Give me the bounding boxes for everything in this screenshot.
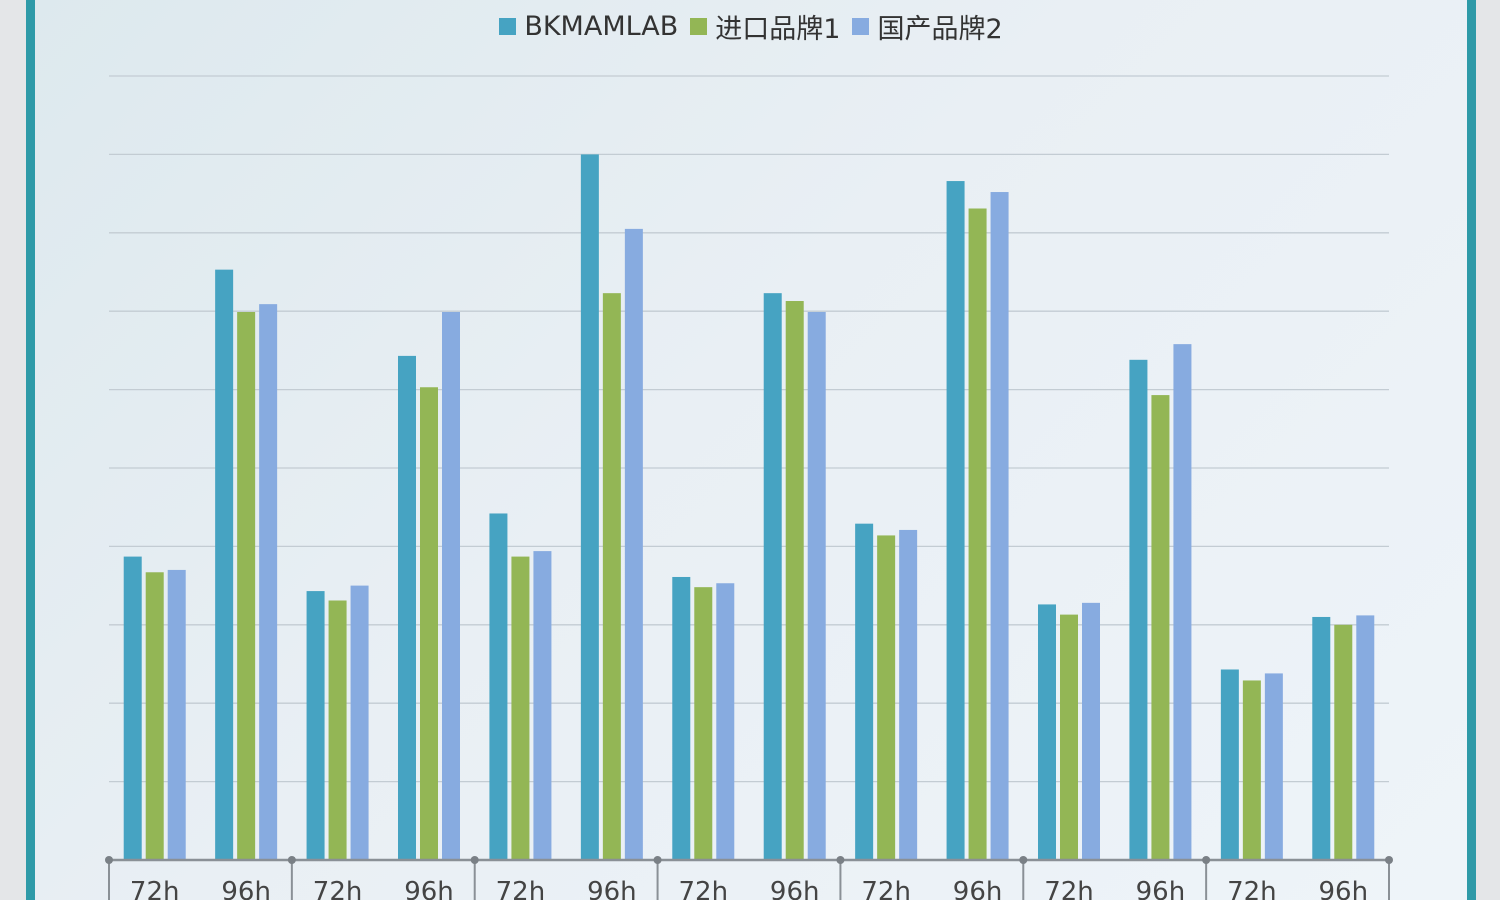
x-tick-label: 72h <box>1227 877 1277 900</box>
bar-0-5[interactable] <box>580 154 599 860</box>
bar-2-9[interactable] <box>990 192 1009 861</box>
legend-item-domestic-brand-2[interactable]: 国产品牌2 <box>852 7 1003 46</box>
x-tick-label: 72h <box>1044 877 1094 900</box>
axis-dot <box>1019 856 1028 864</box>
bar-0-13[interactable] <box>1312 616 1331 860</box>
legend-item-import-brand-1[interactable]: 进口品牌1 <box>690 7 840 46</box>
bar-1-7[interactable] <box>785 301 804 860</box>
bar-marks <box>123 154 1375 861</box>
legend-swatch-bkmamlab <box>499 17 517 35</box>
bar-0-11[interactable] <box>1129 359 1148 860</box>
bar-2-12[interactable] <box>1264 673 1283 860</box>
bar-0-12[interactable] <box>1220 669 1239 860</box>
x-tick-labels: 72h 96h 72h 96h 72h 96h 72h 96h 72h 96h 72h 96h 72h 9… <box>130 877 1368 900</box>
x-tick-label: 96h <box>953 877 1003 900</box>
bar-0-9[interactable] <box>946 181 965 860</box>
bar-2-4[interactable] <box>533 551 552 860</box>
x-tick-label: 72h <box>496 877 546 900</box>
legend-swatch-import-brand-1 <box>690 17 708 35</box>
axis-dot <box>653 856 662 864</box>
legend-swatch-domestic-brand-2 <box>852 17 870 35</box>
bar-1-4[interactable] <box>511 556 530 860</box>
bar-1-11[interactable] <box>1151 395 1170 860</box>
bar-2-11[interactable] <box>1173 344 1192 860</box>
bar-1-9[interactable] <box>968 208 987 861</box>
chart-legend: BKMAMLAB 进口品牌1 国产品牌2 <box>35 7 1467 46</box>
bar-0-7[interactable] <box>763 293 782 861</box>
axis-dot <box>836 856 845 864</box>
bar-1-8[interactable] <box>877 535 896 860</box>
bar-0-0[interactable] <box>123 556 142 860</box>
x-tick-label: 96h <box>221 877 271 900</box>
x-tick-label: 96h <box>1319 877 1369 900</box>
bar-0-8[interactable] <box>855 523 874 860</box>
x-tick-label: 96h <box>587 877 637 900</box>
bar-1-10[interactable] <box>1060 614 1078 860</box>
bar-2-10[interactable] <box>1082 602 1100 860</box>
bar-2-13[interactable] <box>1356 615 1375 860</box>
bar-2-6[interactable] <box>716 583 735 860</box>
bar-0-2[interactable] <box>306 591 325 860</box>
axis-dot <box>105 856 113 864</box>
legend-label-domestic-brand-2: 国产品牌2 <box>877 13 1003 45</box>
bar-1-3[interactable] <box>420 387 438 860</box>
legend-label-bkmamlab: BKMAMLAB <box>524 10 679 42</box>
x-tick-label: 72h <box>679 877 729 900</box>
x-tick-label: 96h <box>404 877 454 900</box>
x-tick-label: 72h <box>861 877 911 900</box>
chart-frame: BKMAMLAB 进口品牌1 国产品牌2 72h 96h 72h 96h 72h 96h 7… <box>26 0 1476 900</box>
bar-1-1[interactable] <box>237 311 256 860</box>
x-tick-label: 96h <box>770 877 820 900</box>
bar-2-2[interactable] <box>350 585 369 860</box>
bar-1-0[interactable] <box>145 572 164 860</box>
bar-2-5[interactable] <box>624 228 643 860</box>
bar-1-5[interactable] <box>602 293 621 861</box>
legend-item-bkmamlab[interactable]: BKMAMLAB <box>499 11 678 42</box>
axis-dot <box>470 856 479 864</box>
gridlines <box>109 75 1389 783</box>
bar-1-6[interactable] <box>694 587 713 860</box>
bar-chart: 72h 96h 72h 96h 72h 96h 72h 96h 72h 96h 72h 96h 72h 9… <box>105 75 1393 900</box>
bar-0-10[interactable] <box>1038 604 1056 860</box>
bar-1-2[interactable] <box>328 600 347 860</box>
axis-dot <box>287 856 296 864</box>
bar-2-7[interactable] <box>807 311 826 860</box>
bar-1-12[interactable] <box>1242 680 1261 860</box>
bar-1-13[interactable] <box>1334 624 1353 860</box>
bar-0-4[interactable] <box>489 513 508 860</box>
x-tick-label: 72h <box>130 877 180 900</box>
x-tick-label: 72h <box>313 877 363 900</box>
bar-0-3[interactable] <box>398 355 416 860</box>
axis-dot <box>1385 856 1393 864</box>
bar-2-0[interactable] <box>167 569 186 860</box>
x-axis <box>105 856 1393 900</box>
bar-0-6[interactable] <box>672 576 691 860</box>
bar-0-1[interactable] <box>215 269 234 860</box>
bar-2-3[interactable] <box>442 311 460 860</box>
axis-dot <box>1202 856 1211 864</box>
bar-2-1[interactable] <box>259 304 278 860</box>
legend-label-import-brand-1: 进口品牌1 <box>715 13 841 45</box>
bar-2-8[interactable] <box>899 529 918 860</box>
x-tick-label: 96h <box>1136 877 1186 900</box>
